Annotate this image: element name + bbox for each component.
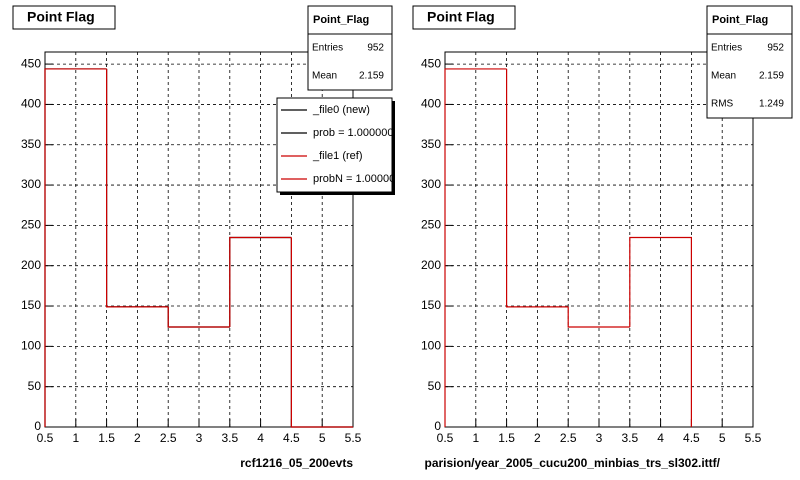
y-tick-label: 300 — [21, 177, 41, 191]
y-tick-label: 150 — [21, 298, 41, 312]
histogram-bin — [106, 68, 169, 308]
stats-box — [706, 5, 793, 119]
stats-title: Point_Flag — [313, 14, 369, 26]
y-tick-label: 50 — [428, 379, 442, 393]
x-tick-label: 3.5 — [221, 431, 238, 445]
x-tick-label: 2 — [134, 431, 141, 445]
y-tick-label: 400 — [21, 97, 41, 111]
y-tick-label: 450 — [421, 56, 441, 70]
stats-value: 952 — [367, 43, 384, 54]
legend: _file0 (new) prob = 1.000000 _file1 (ref) p… — [281, 104, 395, 185]
stats-value: 952 — [767, 43, 784, 54]
x-tick-label: 4.5 — [283, 431, 300, 445]
x-tick-label: 3 — [196, 431, 203, 445]
stats-label: Entries — [711, 43, 742, 54]
histogram-bin — [506, 68, 569, 308]
stats-title: Point_Flag — [712, 14, 768, 26]
y-tick-label: 400 — [421, 97, 441, 111]
stats-box — [307, 5, 393, 91]
histogram-bin — [290, 237, 353, 428]
x-tick-label: 2.5 — [560, 431, 577, 445]
x-tick-label: 5.5 — [345, 431, 362, 445]
histogram-bin — [444, 68, 507, 427]
x-axis-label: rcf1216_05_200evts — [240, 456, 353, 470]
chart-title: Point Flag — [27, 9, 95, 25]
chart-title: Point Flag — [427, 9, 495, 25]
y-tick-label: 350 — [421, 137, 441, 151]
legend-label: prob = 1.000000 — [313, 127, 393, 139]
x-tick-label: 3.5 — [621, 431, 638, 445]
x-tick-label: 0.5 — [37, 431, 54, 445]
x-tick-label: 4 — [257, 431, 264, 445]
x-tick-label: 4 — [657, 431, 664, 445]
y-tick-label: 100 — [21, 339, 41, 353]
histogram-bin — [167, 306, 230, 328]
legend-label: _file1 (ref) — [312, 150, 363, 162]
stats-label: RMS — [711, 99, 734, 110]
x-axis-label: parision/year_2005_cucu200_minbias_trs_s… — [425, 456, 721, 470]
x-tick-label: 3 — [596, 431, 603, 445]
legend-label: _file0 (new) — [312, 104, 370, 116]
stats-value: 2.159 — [759, 71, 784, 82]
stats-label: Entries — [312, 43, 343, 54]
x-tick-label: 2.5 — [160, 431, 177, 445]
y-tick-label: 300 — [421, 177, 441, 191]
histogram-bin — [44, 68, 107, 427]
y-tick-label: 0 — [34, 419, 41, 433]
y-tick-label: 50 — [28, 379, 42, 393]
y-tick-label: 100 — [421, 339, 441, 353]
histogram-bin — [229, 236, 292, 327]
histogram-bin — [629, 236, 692, 427]
x-tick-label: 2 — [534, 431, 541, 445]
histogram-bin — [567, 306, 630, 328]
y-tick-label: 200 — [421, 258, 441, 272]
x-tick-label: 1 — [472, 431, 479, 445]
x-tick-label: 5.5 — [745, 431, 762, 445]
y-tick-label: 150 — [421, 298, 441, 312]
stats-label: Mean — [711, 71, 736, 82]
y-tick-label: 250 — [421, 218, 441, 232]
stats-label: Mean — [312, 71, 337, 82]
y-tick-label: 350 — [21, 137, 41, 151]
x-tick-label: 1.5 — [498, 431, 515, 445]
legend-label: probN = 1.00000 — [313, 173, 395, 185]
stats-value: 2.159 — [359, 71, 384, 82]
x-tick-label: 0.5 — [437, 431, 454, 445]
y-tick-label: 450 — [21, 56, 41, 70]
x-tick-label: 4.5 — [683, 431, 700, 445]
y-tick-label: 0 — [434, 419, 441, 433]
x-tick-label: 1.5 — [98, 431, 115, 445]
x-tick-label: 5 — [719, 431, 726, 445]
stats-value: 1.249 — [759, 99, 784, 110]
y-tick-label: 250 — [21, 218, 41, 232]
x-tick-label: 1 — [72, 431, 79, 445]
legend-box — [276, 97, 393, 193]
y-tick-label: 200 — [21, 258, 41, 272]
x-tick-label: 5 — [319, 431, 326, 445]
title-box — [412, 5, 516, 30]
title-box — [12, 5, 116, 30]
